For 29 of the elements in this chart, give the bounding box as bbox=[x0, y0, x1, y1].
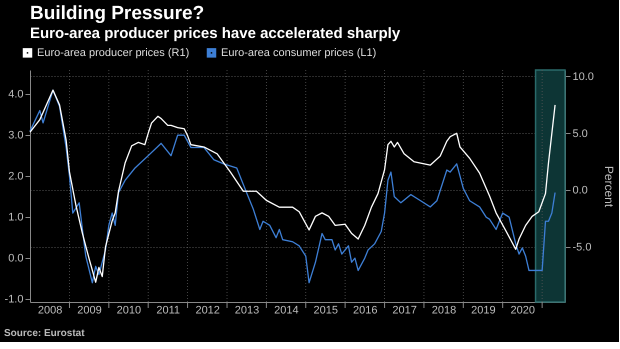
y2-axis-title: Percent bbox=[602, 166, 616, 208]
y-tick-label: 4.0 bbox=[8, 88, 24, 101]
chart-title: Building Pressure? bbox=[30, 3, 204, 24]
y-tick-label: 0.0 bbox=[8, 252, 24, 265]
y-tick-label: -1.0 bbox=[4, 294, 24, 306]
x-tick-label: 2015 bbox=[314, 304, 338, 316]
y-tick-label: 2.0 bbox=[8, 170, 24, 183]
x-tick-label: 2018 bbox=[432, 304, 456, 316]
y-tick-label: 3.0 bbox=[8, 130, 24, 142]
x-tick-label: 2012 bbox=[195, 304, 220, 316]
legend-label: Euro-area consumer prices (L1) bbox=[221, 46, 376, 59]
y2-tick-label: 5.0 bbox=[572, 128, 588, 140]
y-tick-label: 1.0 bbox=[8, 212, 24, 224]
source-note: Source: Eurostat bbox=[4, 328, 86, 339]
x-tick-label: 2020 bbox=[510, 304, 536, 316]
chart-subtitle: Euro-area producer prices have accelerated sharply bbox=[30, 25, 401, 42]
x-tick-label: 2010 bbox=[116, 304, 142, 316]
x-tick-label: 2017 bbox=[392, 304, 417, 316]
x-tick-label: 2014 bbox=[274, 304, 299, 316]
legend-label: Euro-area producer prices (R1) bbox=[37, 46, 190, 59]
x-tick-label: 2013 bbox=[234, 304, 260, 316]
y2-tick-label: 0.0 bbox=[572, 184, 588, 197]
y2-tick-label: 10.0 bbox=[572, 70, 594, 83]
x-tick-label: 2011 bbox=[156, 304, 180, 316]
x-tick-label: 2009 bbox=[77, 304, 102, 316]
x-tick-label: 2008 bbox=[38, 304, 62, 316]
y2-tick-label: -5.0 bbox=[572, 241, 592, 254]
x-tick-label: 2016 bbox=[352, 304, 378, 316]
x-tick-label: 2019 bbox=[471, 304, 496, 316]
